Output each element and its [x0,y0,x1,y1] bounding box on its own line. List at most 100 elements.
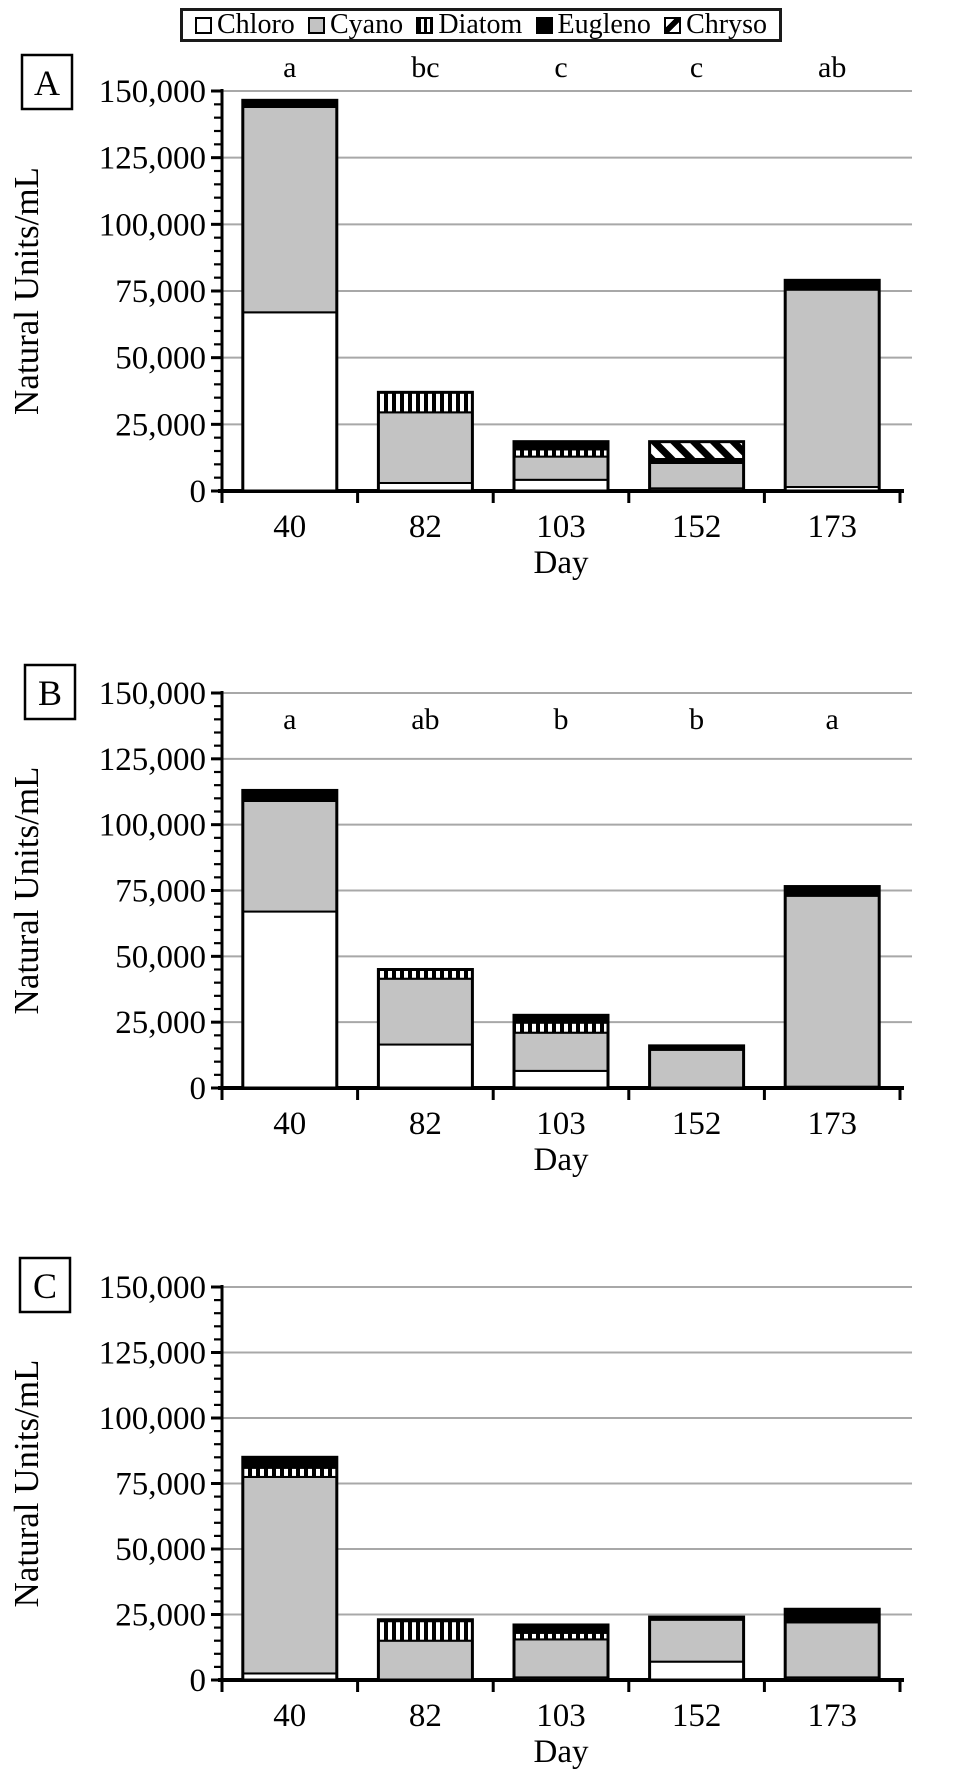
panel-letter-box [20,53,74,111]
bar-outline-day103 [512,1623,610,1682]
bar-segment-cyano-day152 [648,1048,745,1090]
y-axis-title: Natural Units/mL [7,767,46,1015]
significance-letter: a [826,703,839,736]
x-axis-title: Day [534,1734,589,1770]
legend-item-chloro: Chloro [195,11,295,39]
panel-A-chart: 0 25,000 50,000 75,000 100,000 125,000 150,000… [7,51,912,581]
panel-letter: C [33,1266,57,1306]
legend-label: Chloro [217,9,295,40]
bar-segment-cyano-day173 [784,894,881,1088]
bar-segment-chloro-day40 [241,910,338,1090]
x-tick-label: 152 [672,1106,722,1142]
significance-letter: bc [411,51,439,84]
chryso-swatch-icon [664,16,682,34]
legend-item-chryso: Chryso [664,11,767,39]
bar-segment-chloro-day103 [513,1069,609,1089]
y-tick-label: 125,000 [99,141,206,177]
bar-segment-cyano-day103 [513,455,609,481]
y-tick-label: 100,000 [99,1401,206,1437]
y-tick-label: 0 [190,1663,207,1699]
bar-outline-day103 [512,440,610,493]
x-tick-label: 173 [807,1106,857,1142]
bar-segment-cyano-day82 [377,1639,474,1682]
bar-outline-day173 [783,885,881,1090]
panel-letter: B [38,673,62,713]
y-tick-label: 50,000 [115,1532,206,1568]
y-tick-label: 125,000 [99,1336,206,1372]
significance-letter: ab [818,51,846,84]
bar-segment-chloro-day40 [241,311,338,493]
y-tick-label: 100,000 [99,207,206,243]
legend-item-eugleno: Eugleno [535,11,651,39]
y-tick-label: 150,000 [99,676,206,712]
legend-label: Chryso [686,9,767,40]
panel-B-chart: 0 25,000 50,000 75,000 100,000 125,000 150,000… [7,663,912,1178]
significance-letter: ab [411,703,439,736]
x-tick-label: 152 [672,509,722,545]
y-tick-label: 100,000 [99,808,206,844]
x-tick-label: 152 [672,1698,722,1734]
y-tick-label: 25,000 [115,1005,206,1041]
bar-segment-cyano-day152 [648,1618,745,1663]
bar-segment-eugleno-day40 [241,789,338,802]
bar-outline-day40 [241,1455,339,1682]
bar-segment-diatom-day40 [241,1466,338,1478]
y-tick-label: 75,000 [115,1467,206,1503]
y-tick-label: 75,000 [115,274,206,310]
panel-letter: A [34,63,60,103]
y-tick-label: 0 [190,1071,207,1107]
x-tick-label: 82 [409,1106,442,1142]
bar-outline-day40 [241,98,339,493]
x-tick-label: 173 [807,1698,857,1734]
x-axis-title: Day [534,545,589,581]
legend: Chloro Cyano Diatom Eugleno Chryso [180,8,782,42]
legend-item-cyano: Cyano [308,11,403,39]
bar-outline-day40 [241,788,339,1090]
bar-segment-cyano-day173 [784,1621,881,1679]
significance-letter: a [283,51,296,84]
bar-outline-day152 [648,1615,746,1682]
bar-outline-day103 [512,1013,610,1090]
y-tick-label: 75,000 [115,874,206,910]
eugleno-swatch-icon [535,16,553,34]
chloro-swatch-icon [195,16,212,34]
bar-segment-diatom-day82 [377,1620,474,1642]
bar-segment-chloro-day82 [377,1043,474,1089]
x-tick-label: 40 [273,509,306,545]
y-tick-label: 50,000 [115,341,206,377]
x-tick-label: 40 [273,1106,306,1142]
panel-C-chart: 0 25,000 50,000 75,000 100,000 125,000 150,000… [7,1256,912,1770]
y-tick-label: 150,000 [99,1270,206,1306]
bar-outline-day173 [783,278,881,493]
y-tick-label: 0 [190,474,207,510]
y-axis-title: Natural Units/mL [7,167,46,415]
legend-label: Diatom [438,9,523,40]
x-tick-label: 103 [536,1698,586,1734]
significance-letter: b [689,703,704,736]
x-tick-label: 82 [409,1698,442,1734]
bar-outline-day82 [376,390,474,493]
y-tick-label: 125,000 [99,742,206,778]
bar-outline-day152 [648,1044,746,1090]
y-tick-label: 150,000 [99,74,206,110]
significance-letter: c [690,51,703,84]
bar-segment-cyano-day82 [377,977,474,1046]
bar-segment-cyano-day173 [784,288,881,488]
bar-segment-cyano-day82 [377,411,474,485]
significance-letter: c [554,51,567,84]
legend-item-diatom: Diatom [416,11,522,39]
bar-segment-cyano-day40 [241,1475,338,1675]
panel-letter-box [18,1256,72,1314]
bar-segment-chryso-day152 [648,440,745,460]
x-tick-label: 103 [536,509,586,545]
bar-outline-day82 [376,1618,474,1682]
x-tick-label: 103 [536,1106,586,1142]
cyano-swatch-icon [308,16,325,34]
bar-segment-cyano-day103 [513,1638,609,1679]
x-axis-title: Day [534,1142,589,1178]
bar-segment-chloro-day152 [648,1660,745,1682]
legend-label: Cyano [330,9,404,40]
bar-outline-day82 [376,968,474,1090]
diatom-swatch-icon [416,16,434,34]
